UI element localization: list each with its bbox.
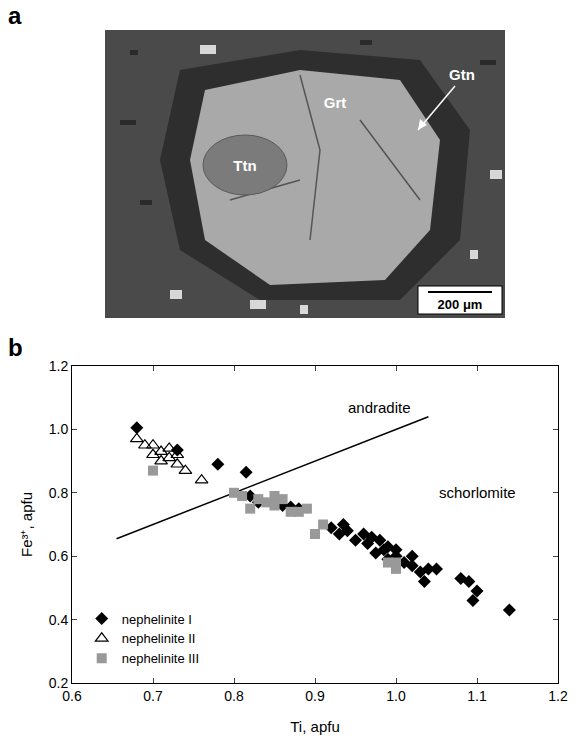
html-text:a: a xyxy=(8,2,22,29)
svg-text:1.2: 1.2 xyxy=(548,688,568,704)
svg-text:nephelinite III: nephelinite III xyxy=(122,651,199,666)
svg-text:Grt: Grt xyxy=(324,94,347,111)
svg-text:1.1: 1.1 xyxy=(467,688,487,704)
svg-text:1.0: 1.0 xyxy=(386,688,406,704)
svg-text:andradite: andradite xyxy=(348,399,411,416)
svg-text:nephelinite II: nephelinite II xyxy=(122,631,196,646)
svg-text:schorlomite: schorlomite xyxy=(439,484,516,501)
svg-text:0.8: 0.8 xyxy=(49,485,69,501)
svg-text:Fe³⁺, apfu: Fe³⁺, apfu xyxy=(18,492,35,557)
svg-text:1.2: 1.2 xyxy=(49,358,69,374)
svg-text:nephelinite I: nephelinite I xyxy=(122,612,192,627)
svg-text:0.9: 0.9 xyxy=(305,688,325,704)
svg-text:1.0: 1.0 xyxy=(49,421,69,437)
svg-text:200 μm: 200 μm xyxy=(438,297,483,312)
svg-text:0.2: 0.2 xyxy=(49,675,69,691)
svg-text:0.4: 0.4 xyxy=(49,612,69,628)
svg-text:0.8: 0.8 xyxy=(224,688,244,704)
html-text:b: b xyxy=(8,334,23,361)
svg-text:0.6: 0.6 xyxy=(62,688,82,704)
svg-text:0.6: 0.6 xyxy=(49,548,69,564)
svg-text:Gtn: Gtn xyxy=(449,66,475,83)
svg-text:0.7: 0.7 xyxy=(143,688,163,704)
svg-text:Ttn: Ttn xyxy=(233,157,256,174)
svg-text:Ti, apfu: Ti, apfu xyxy=(290,718,339,735)
